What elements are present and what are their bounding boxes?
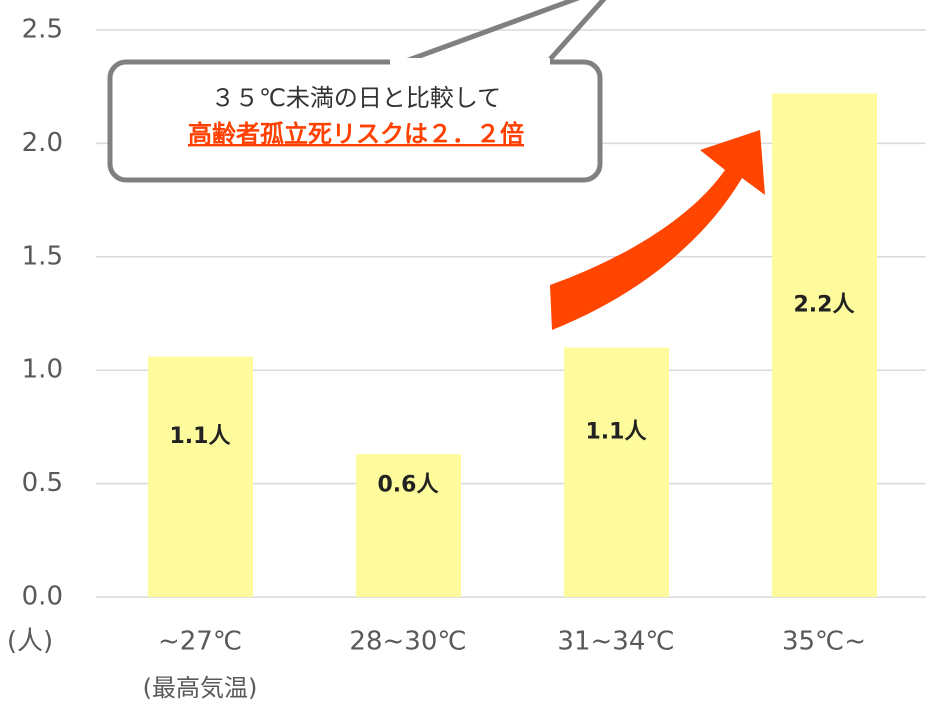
data-label: 0.6人 [378,473,439,498]
data-label: 1.1人 [170,424,231,449]
annotation-highlight: 高齢者孤立死リスクは２．２倍 [188,120,524,148]
x-tick-label: 31~34℃ [557,627,674,657]
bar [356,454,461,597]
bar [564,347,669,597]
x-tick-label: 28~30℃ [349,627,466,657]
data-label: 2.2人 [794,292,855,317]
callout-tail [394,0,607,68]
callout-box [107,59,603,183]
callout: ３５℃未満の日と比較して 高齢者孤立死リスクは２．２倍 [107,0,607,183]
x-axis-label: (最高気温) [143,674,258,702]
y-tick-label: 2.5 [22,15,63,45]
y-axis-unit: (人) [7,627,53,657]
y-tick-label: 0.5 [22,468,63,498]
y-tick-label: 2.0 [22,128,63,158]
callout-gap [390,58,550,68]
x-tick-label: 35℃~ [782,627,866,657]
y-tick-label: 0.0 [22,582,63,612]
data-label: 1.1人 [586,419,647,444]
y-tick-label: 1.0 [22,355,63,385]
trend-arrow [550,130,765,330]
bar [772,93,877,597]
y-tick-label: 1.5 [22,241,63,271]
bar [148,356,253,597]
x-tick-label: ~27℃ [158,627,242,657]
annotation: ３５℃未満の日と比較して [211,84,501,112]
